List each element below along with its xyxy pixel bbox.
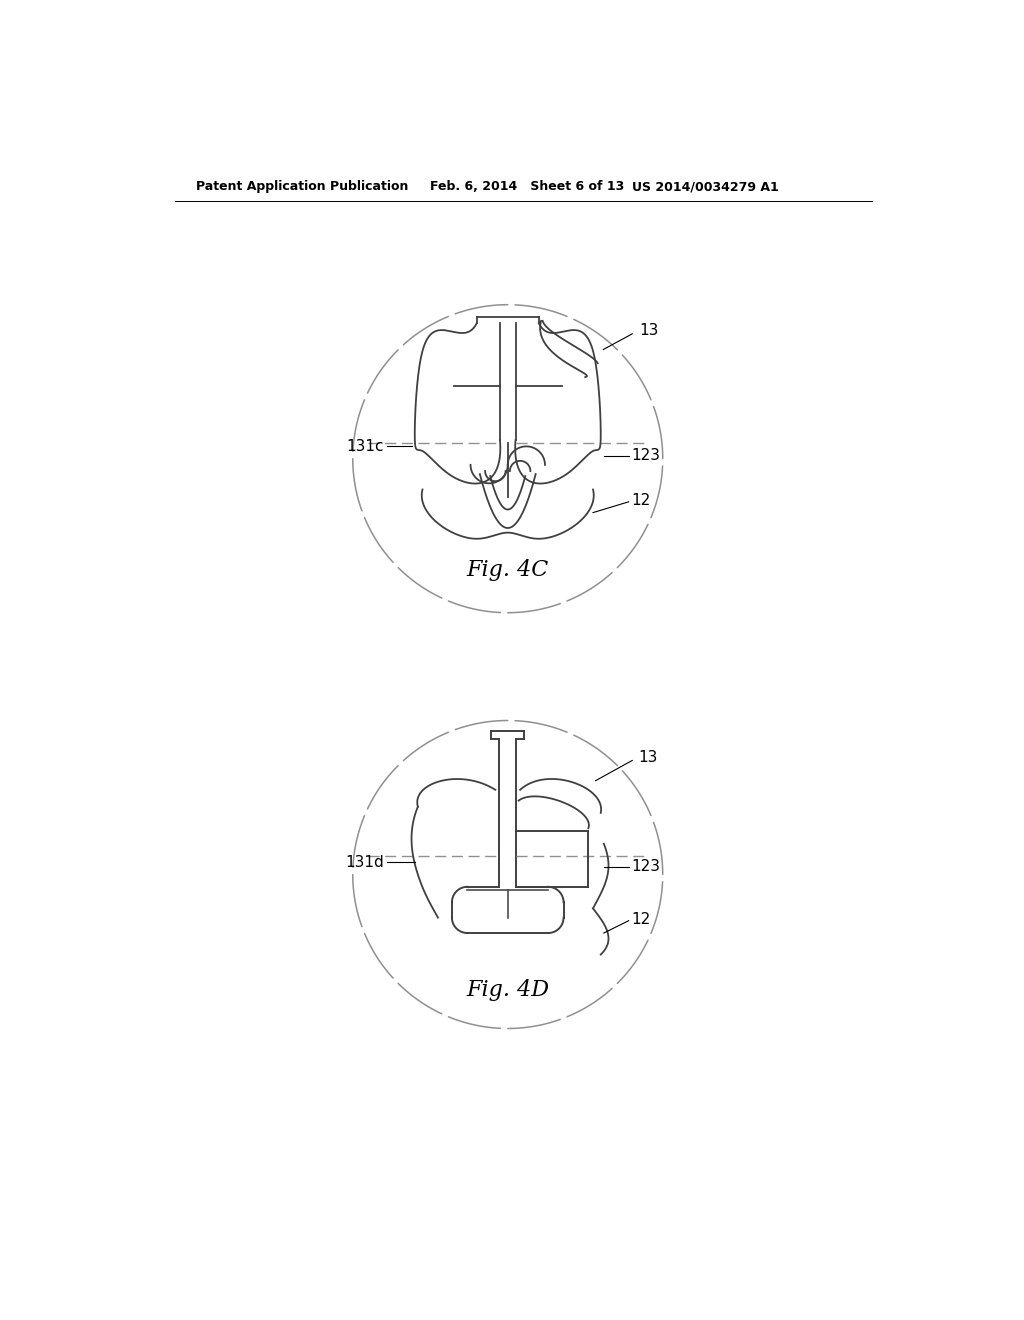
Text: 131c: 131c — [346, 438, 384, 454]
Text: 12: 12 — [632, 912, 651, 927]
Text: Fig. 4D: Fig. 4D — [466, 979, 549, 1001]
Text: 12: 12 — [632, 492, 651, 508]
Text: US 2014/0034279 A1: US 2014/0034279 A1 — [632, 181, 778, 194]
Text: Fig. 4C: Fig. 4C — [467, 558, 549, 581]
Text: Patent Application Publication: Patent Application Publication — [197, 181, 409, 194]
Text: Feb. 6, 2014   Sheet 6 of 13: Feb. 6, 2014 Sheet 6 of 13 — [430, 181, 625, 194]
Text: 123: 123 — [632, 859, 660, 874]
Text: 123: 123 — [632, 447, 660, 463]
Text: 13: 13 — [638, 750, 657, 766]
Text: 13: 13 — [640, 323, 658, 338]
Text: 131d: 131d — [345, 854, 384, 870]
